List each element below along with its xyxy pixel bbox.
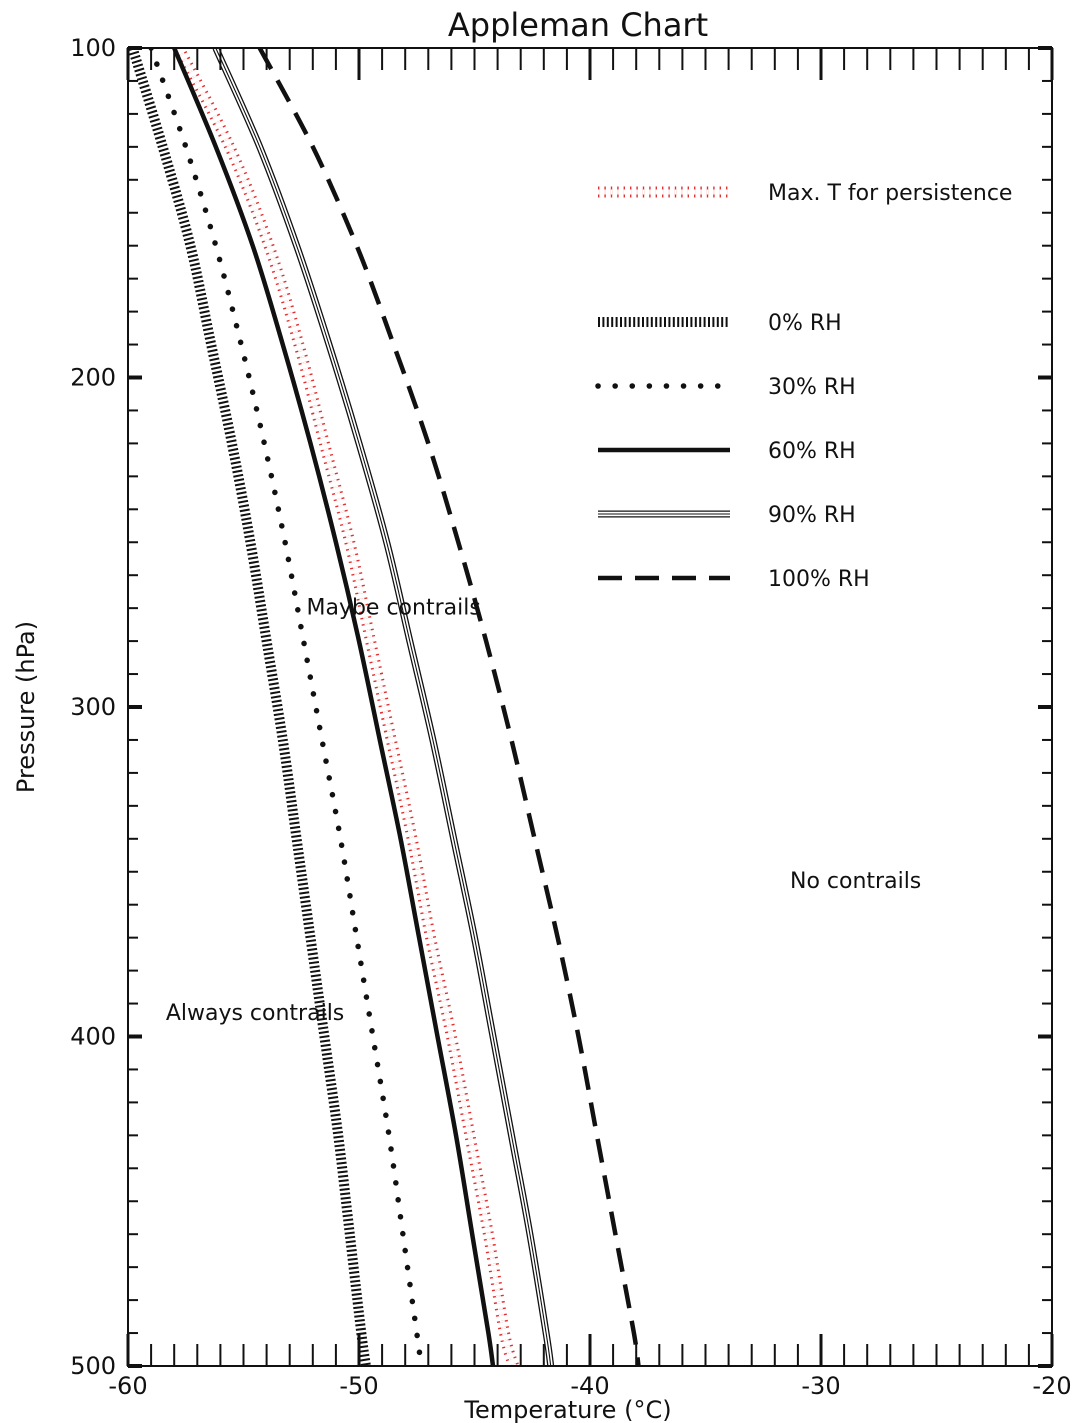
legend: Max. T for persistence 0% RH 30% RH 60% RH 9… [595,181,1012,592]
series-line-60-rh [172,48,496,1366]
series-line-30-rh [148,48,425,1366]
legend-label: Max. T for persistence [768,181,1012,206]
legend-label: 60% RH [768,439,856,464]
legend-item-30-rh: 30% RH [595,375,856,400]
y-tick-label: 500 [70,1352,116,1380]
series-line-0-rh [128,48,371,1366]
series-line-100-rh [257,48,641,1366]
series-0-rh [128,48,371,1366]
y-tick-label: 400 [70,1023,116,1051]
x-axis-label: Temperature (°C) [463,1396,671,1423]
legend-label: 90% RH [768,503,856,528]
legend-label: 0% RH [768,311,842,336]
legend-item-90-rh: 90% RH [598,503,856,528]
legend-item-100-rh: 100% RH [598,567,870,592]
legend-item-60-rh: 60% RH [598,439,856,464]
x-tick-label: -40 [570,1372,609,1400]
annotation-always-contrails: Always contrails [166,1001,344,1026]
x-tick-label: -30 [801,1372,840,1400]
plot-frame [127,47,1053,1367]
series-layer [128,48,641,1366]
legend-label: 100% RH [768,567,870,592]
x-tick-label: -20 [1032,1372,1071,1400]
ticks-layer: -60 -50 -40 -30 -20 100 200 300 400 500 [70,34,1071,1400]
series-line-90-rh-center [215,48,552,1366]
legend-item-max-t-for-persistence: Max. T for persistence [598,181,1012,206]
y-axis-label: Pressure (hPa) [12,621,40,793]
x-tick-label: -60 [108,1372,147,1400]
series-100-rh [257,48,641,1366]
series-line-90-rh [212,48,555,1366]
annotation-maybe-contrails: Maybe contrails [306,596,480,621]
series-line-90-rh-gap [213,48,553,1366]
y-tick-label: 100 [70,34,116,62]
annotation-no-contrails: No contrails [790,869,921,894]
series-30-rh [148,48,425,1366]
annotation-layer: Maybe contrails No contrails Always contra… [166,596,921,1026]
series-90-rh [212,48,555,1366]
chart-title: Appleman Chart [448,6,708,44]
series-60-rh [172,48,496,1366]
series-line-max-t-for-persistence-inner [176,48,517,1366]
legend-label: 30% RH [768,375,856,400]
y-tick-label: 300 [70,693,116,721]
x-tick-label: -50 [339,1372,378,1400]
legend-item-0-rh: 0% RH [598,311,842,336]
series-max-t-for-persistence [173,48,520,1366]
y-tick-label: 200 [70,364,116,392]
